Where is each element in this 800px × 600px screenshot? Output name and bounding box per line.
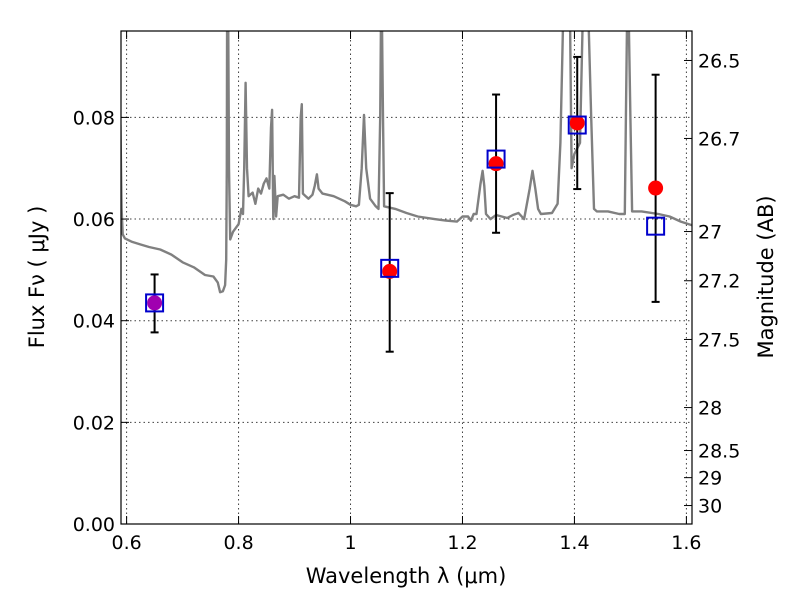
magnitude-tick-label: 26.5 [698,50,740,72]
y-tick-label: 0.06 [73,209,115,231]
magnitude-tick-label: 26.7 [698,128,740,150]
x-tick-label: 1 [344,532,356,554]
x-tick-label: 1.4 [559,532,589,554]
x-axis-ticks: 0.6 0.8 1 1.2 1.4 1.6 [111,31,702,554]
observed-point [648,180,664,196]
magnitude-tick-label: 27 [698,222,722,244]
magnitude-tick-label: 28 [698,398,722,420]
x-axis-label: Wavelength λ (μm) [306,564,507,588]
model-points [145,115,666,313]
observed-point [569,115,585,131]
model-point [567,115,587,135]
x-tick-label: 0.6 [111,532,141,554]
plot-frame [120,30,693,525]
model-spectrum-layer [121,31,692,294]
magnitude-tick-label: 28.5 [698,441,740,463]
model-point [486,149,506,169]
magnitude-tick-label: 27.5 [698,329,740,351]
model-point [380,258,400,278]
model-point [145,293,165,313]
magnitude-axis-ticks: 26.5 26.7 27 27.2 27.5 28 28.5 29 30 [684,50,740,518]
magnitude-axis-label: Magnitude (AB) [754,195,778,358]
grid-lines [121,31,692,524]
magnitude-tick-label: 27.2 [698,271,740,293]
observed-point [488,156,504,172]
x-tick-label: 1.2 [447,532,477,554]
y-tick-label: 0.04 [73,311,115,333]
y-tick-label: 0.02 [73,412,115,434]
magnitude-tick-label: 30 [698,496,722,518]
model-spectrum-line [121,31,692,294]
x-tick-label: 1.6 [671,532,701,554]
observed-point [382,263,398,279]
y-tick-label: 0.00 [73,514,115,536]
magnitude-tick-label: 29 [698,468,722,490]
y-axis-label: Flux Fν ( μJy ) [25,206,49,349]
y-tick-label: 0.08 [73,107,115,129]
x-tick-label: 0.8 [223,532,253,554]
observed-point [147,295,163,311]
model-point [646,216,666,236]
y-axis-ticks: 0.00 0.02 0.04 0.06 0.08 [73,107,129,536]
